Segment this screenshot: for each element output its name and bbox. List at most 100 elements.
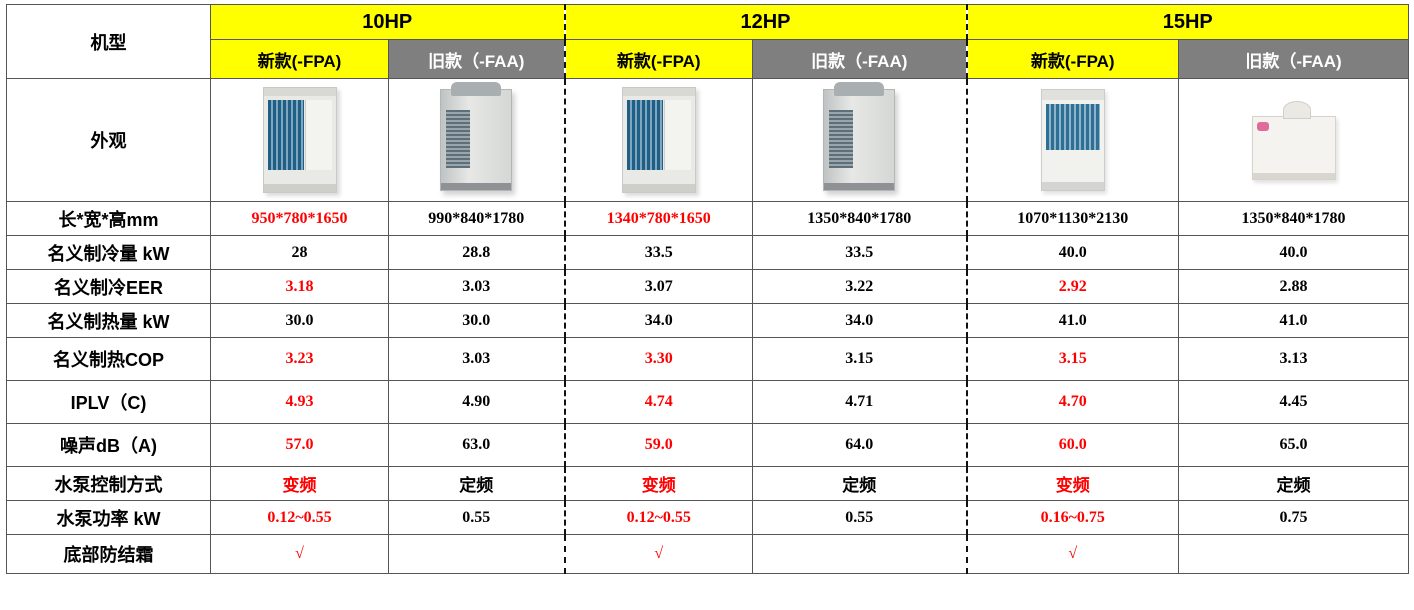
hp-10-header: 10HP: [210, 4, 565, 40]
image-cell: [965, 78, 1179, 202]
value-cell: 3.15: [965, 337, 1179, 381]
value-cell: 4.74: [563, 380, 753, 424]
value-cell: 2.92: [965, 269, 1179, 304]
value-cell: 3.07: [563, 269, 753, 304]
value-cell: 3.22: [752, 269, 967, 304]
value-cell: 1070*1130*2130: [965, 201, 1179, 236]
value-cell: 变频: [563, 466, 753, 501]
unit-d-icon: [1251, 101, 1336, 180]
value-cell: 2.88: [1178, 269, 1409, 304]
value-cell: 40.0: [1178, 235, 1409, 270]
unit-a-icon: [262, 87, 337, 193]
image-cell: [1178, 78, 1409, 202]
value-cell: 30.0: [210, 303, 389, 338]
spec-row: 长*宽*高mm 950*780*1650 990*840*1780 1340*780*…: [6, 201, 1409, 236]
value-cell: [1178, 534, 1409, 574]
value-cell: 0.75: [1178, 500, 1409, 535]
value-cell: 3.30: [563, 337, 753, 381]
appearance-label: 外观: [6, 78, 211, 202]
value-cell: 3.15: [752, 337, 967, 381]
value-cell: 3.18: [210, 269, 389, 304]
value-cell: [388, 534, 565, 574]
value-cell: 60.0: [965, 423, 1179, 467]
value-cell: 64.0: [752, 423, 967, 467]
row-label: 长*宽*高mm: [6, 201, 211, 236]
value-cell: 定频: [388, 466, 565, 501]
row-label: 名义制热量 kW: [6, 303, 211, 338]
value-cell: 34.0: [752, 303, 967, 338]
value-cell: 0.55: [388, 500, 565, 535]
value-cell: 3.03: [388, 269, 565, 304]
value-cell: 28.8: [388, 235, 565, 270]
image-cell: [388, 78, 565, 202]
header-variant-row: 新款(-FPA) 旧款（-FAA) 新款(-FPA) 旧款（-FAA) 新款(-…: [7, 39, 1409, 79]
value-cell: 990*840*1780: [388, 201, 565, 236]
row-label: 名义制热COP: [6, 337, 211, 381]
value-cell: 4.71: [752, 380, 967, 424]
spec-row: 底部防结霜 √ √ √: [6, 534, 1409, 574]
spec-row: 噪声dB（A) 57.0 63.0 59.0 64.0 60.0 65.0: [6, 423, 1409, 467]
header-hp-row: 机型 10HP 12HP 15HP: [6, 4, 1409, 79]
row-label: IPLV（C): [6, 380, 211, 424]
hp-12-header: 12HP: [563, 4, 967, 40]
appearance-row: 外观: [6, 78, 1409, 202]
value-cell: 0.16~0.75: [965, 500, 1179, 535]
value-cell: 4.70: [965, 380, 1179, 424]
spec-row: 名义制冷EER 3.18 3.03 3.07 3.22 2.92 2.88: [6, 269, 1409, 304]
row-label: 底部防结霜: [6, 534, 211, 574]
value-cell: 34.0: [563, 303, 753, 338]
value-cell: 40.0: [965, 235, 1179, 270]
value-cell: 57.0: [210, 423, 389, 467]
image-cell: [752, 78, 967, 202]
value-cell: 变频: [965, 466, 1179, 501]
unit-a-icon: [621, 87, 696, 193]
new-model-label-12hp: 新款(-FPA): [563, 39, 753, 79]
value-cell: 33.5: [563, 235, 753, 270]
value-cell: 0.12~0.55: [563, 500, 753, 535]
spec-row: IPLV（C) 4.93 4.90 4.74 4.71 4.70 4.45: [6, 380, 1409, 424]
value-cell: 0.12~0.55: [210, 500, 389, 535]
unit-b-icon: [440, 82, 513, 191]
spec-row: 名义制热COP 3.23 3.03 3.30 3.15 3.15 3.13: [6, 337, 1409, 381]
value-cell: 4.45: [1178, 380, 1409, 424]
value-cell: 4.90: [388, 380, 565, 424]
value-cell: 3.13: [1178, 337, 1409, 381]
value-cell: 变频: [210, 466, 389, 501]
spec-row: 水泵功率 kW 0.12~0.55 0.55 0.12~0.55 0.55 0.16~0.…: [6, 500, 1409, 535]
value-cell: √: [210, 534, 389, 574]
value-cell: 1350*840*1780: [1178, 201, 1409, 236]
unit-c-icon: [1040, 89, 1105, 191]
row-label: 噪声dB（A): [6, 423, 211, 467]
spec-row: 名义制冷量 kW 28 28.8 33.5 33.5 40.0 40.0: [6, 235, 1409, 270]
value-cell: 30.0: [388, 303, 565, 338]
value-cell: 0.55: [752, 500, 967, 535]
value-cell: 33.5: [752, 235, 967, 270]
unit-b-icon: [823, 82, 896, 191]
value-cell: √: [563, 534, 753, 574]
value-cell: √: [965, 534, 1179, 574]
value-cell: 定频: [752, 466, 967, 501]
value-cell: 3.03: [388, 337, 565, 381]
value-cell: 59.0: [563, 423, 753, 467]
old-model-label-10hp: 旧款（-FAA): [388, 39, 565, 79]
new-model-label-15hp: 新款(-FPA): [965, 39, 1179, 79]
spec-table: 机型 10HP 12HP 15HP 新款(-FPA) 旧款（-FAA) 新款(-…: [6, 4, 1409, 574]
row-label: 名义制冷EER: [6, 269, 211, 304]
spec-row: 名义制热量 kW 30.0 30.0 34.0 34.0 41.0 41.0: [6, 303, 1409, 338]
old-model-label-15hp: 旧款（-FAA): [1178, 39, 1409, 79]
image-cell: [563, 78, 753, 202]
value-cell: 4.93: [210, 380, 389, 424]
spec-row: 水泵控制方式 变频 定频 变频 定频 变频 定频: [6, 466, 1409, 501]
value-cell: 41.0: [965, 303, 1179, 338]
value-cell: 1340*780*1650: [563, 201, 753, 236]
value-cell: 1350*840*1780: [752, 201, 967, 236]
hp-15-header: 15HP: [965, 4, 1409, 40]
value-cell: 65.0: [1178, 423, 1409, 467]
image-cell: [210, 78, 389, 202]
value-cell: 3.23: [210, 337, 389, 381]
value-cell: 28: [210, 235, 389, 270]
value-cell: 63.0: [388, 423, 565, 467]
row-label: 水泵功率 kW: [6, 500, 211, 535]
value-cell: 定频: [1178, 466, 1409, 501]
